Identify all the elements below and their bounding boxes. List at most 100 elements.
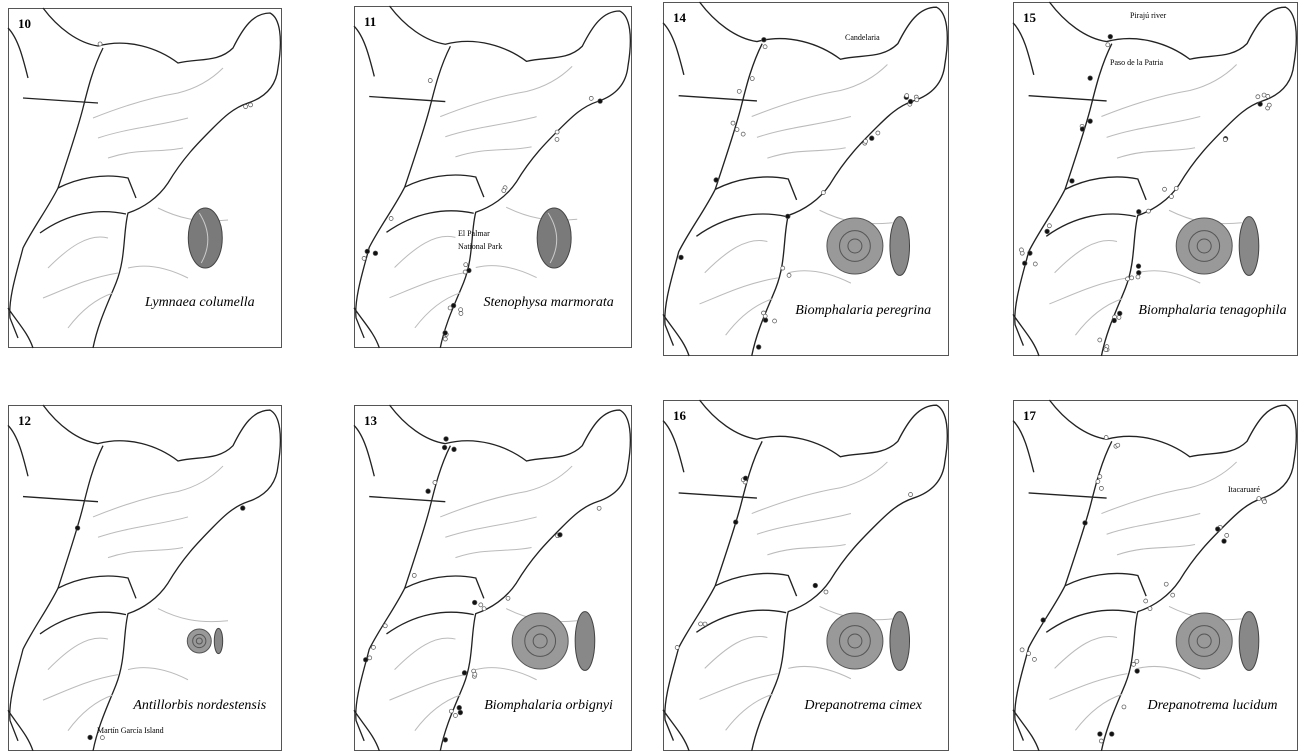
record-dot bbox=[1224, 533, 1230, 538]
record-dot bbox=[382, 623, 388, 629]
record-dot bbox=[786, 272, 792, 278]
map-panel: 17 Drepanotrema lucidum Itacaruaré bbox=[1012, 399, 1298, 751]
record-dot bbox=[1087, 118, 1093, 124]
record-dot bbox=[1040, 617, 1046, 623]
record-dot bbox=[1146, 208, 1151, 214]
shell bbox=[826, 217, 884, 275]
record-dot bbox=[1173, 186, 1179, 191]
record-dot bbox=[1109, 731, 1115, 737]
record-dot bbox=[772, 318, 777, 324]
record-dot bbox=[1125, 276, 1130, 282]
record-dot bbox=[1044, 228, 1050, 235]
record-dot bbox=[588, 96, 594, 101]
shell bbox=[839, 625, 871, 657]
record-dot bbox=[761, 37, 767, 43]
panel-frame bbox=[663, 2, 949, 356]
record-dot bbox=[597, 98, 603, 104]
place-label: National Park bbox=[458, 242, 502, 251]
record-dot bbox=[1266, 102, 1272, 108]
shell bbox=[187, 207, 223, 269]
record-dot bbox=[505, 595, 511, 601]
place-label: Candelaria bbox=[845, 33, 880, 42]
record-dot bbox=[501, 188, 507, 193]
record-dot bbox=[823, 589, 829, 595]
record-dot bbox=[1115, 442, 1121, 448]
species-name: Drepanotrema lucidum bbox=[1147, 698, 1278, 713]
record-dot bbox=[1147, 606, 1153, 611]
record-dot bbox=[749, 76, 755, 81]
map-panel: 15 Biomphalaria tenagophila Pirajú river Pa… bbox=[1012, 1, 1298, 357]
record-dot bbox=[1116, 315, 1122, 320]
record-dot bbox=[457, 709, 464, 716]
record-dot bbox=[372, 250, 379, 256]
panel-number: 12 bbox=[18, 413, 31, 428]
map-panel: 11 Stenophysa marmorata El Palmar National … bbox=[353, 5, 632, 349]
map-panel: 16 Drepanotrema cimex bbox=[662, 399, 949, 751]
record-dot bbox=[1097, 731, 1103, 737]
record-dot bbox=[869, 135, 875, 141]
record-dot bbox=[1107, 34, 1113, 40]
record-dot bbox=[87, 734, 93, 741]
shell bbox=[574, 611, 596, 671]
record-dot bbox=[1135, 274, 1141, 280]
panel-number: 16 bbox=[673, 408, 687, 423]
panel-number: 13 bbox=[364, 413, 378, 428]
species-name: Lymnaea columella bbox=[144, 295, 255, 310]
record-dot bbox=[432, 480, 438, 485]
record-dot bbox=[462, 269, 468, 275]
shell bbox=[532, 633, 548, 649]
shell bbox=[213, 627, 224, 655]
record-dot bbox=[733, 519, 739, 525]
record-dot bbox=[371, 645, 376, 650]
record-dot bbox=[756, 344, 762, 350]
record-dot bbox=[100, 735, 105, 740]
record-dot bbox=[74, 525, 81, 531]
record-dot bbox=[1129, 275, 1135, 281]
record-dot bbox=[554, 137, 560, 142]
record-dot bbox=[762, 317, 769, 323]
shell bbox=[547, 212, 558, 264]
record-dot bbox=[427, 78, 433, 83]
record-dot bbox=[596, 505, 602, 511]
record-dot bbox=[472, 599, 478, 606]
panel-frame bbox=[1013, 2, 1298, 356]
shell bbox=[1188, 230, 1221, 262]
record-dot bbox=[1082, 520, 1088, 526]
record-dot bbox=[1099, 485, 1104, 491]
record-dot bbox=[1105, 42, 1111, 48]
place-label: Paso de la Patria bbox=[1110, 58, 1164, 67]
record-dot bbox=[1221, 538, 1227, 544]
map-panel: 12 Antillorbis nordestensis Martín García … bbox=[7, 404, 282, 751]
shell bbox=[186, 628, 212, 654]
species-name: Biomphalaria peregrina bbox=[795, 303, 931, 318]
record-dot bbox=[1032, 657, 1037, 662]
shell bbox=[536, 207, 572, 269]
record-dot bbox=[1162, 186, 1167, 192]
shell bbox=[524, 625, 557, 657]
shell bbox=[826, 612, 884, 670]
record-dot bbox=[875, 130, 881, 136]
shell bbox=[192, 633, 207, 649]
record-dot bbox=[713, 177, 719, 183]
record-dot bbox=[1098, 738, 1104, 744]
shell bbox=[1238, 611, 1260, 671]
record-dot bbox=[1135, 263, 1142, 269]
shell bbox=[1196, 238, 1212, 254]
record-dot bbox=[1027, 250, 1033, 256]
shell bbox=[1196, 633, 1212, 649]
record-dot bbox=[1136, 270, 1142, 276]
record-dot bbox=[554, 129, 560, 135]
record-dot bbox=[863, 138, 868, 144]
record-dot bbox=[1170, 592, 1176, 598]
record-dot bbox=[1222, 137, 1228, 143]
record-dot bbox=[914, 97, 920, 103]
record-dot bbox=[361, 256, 367, 261]
record-dot bbox=[367, 655, 373, 661]
record-dot bbox=[1143, 598, 1149, 604]
record-dot bbox=[1103, 347, 1109, 352]
record-dot bbox=[425, 488, 431, 494]
record-dot bbox=[674, 645, 680, 650]
record-dot bbox=[1262, 499, 1267, 505]
record-dot bbox=[1215, 526, 1221, 532]
